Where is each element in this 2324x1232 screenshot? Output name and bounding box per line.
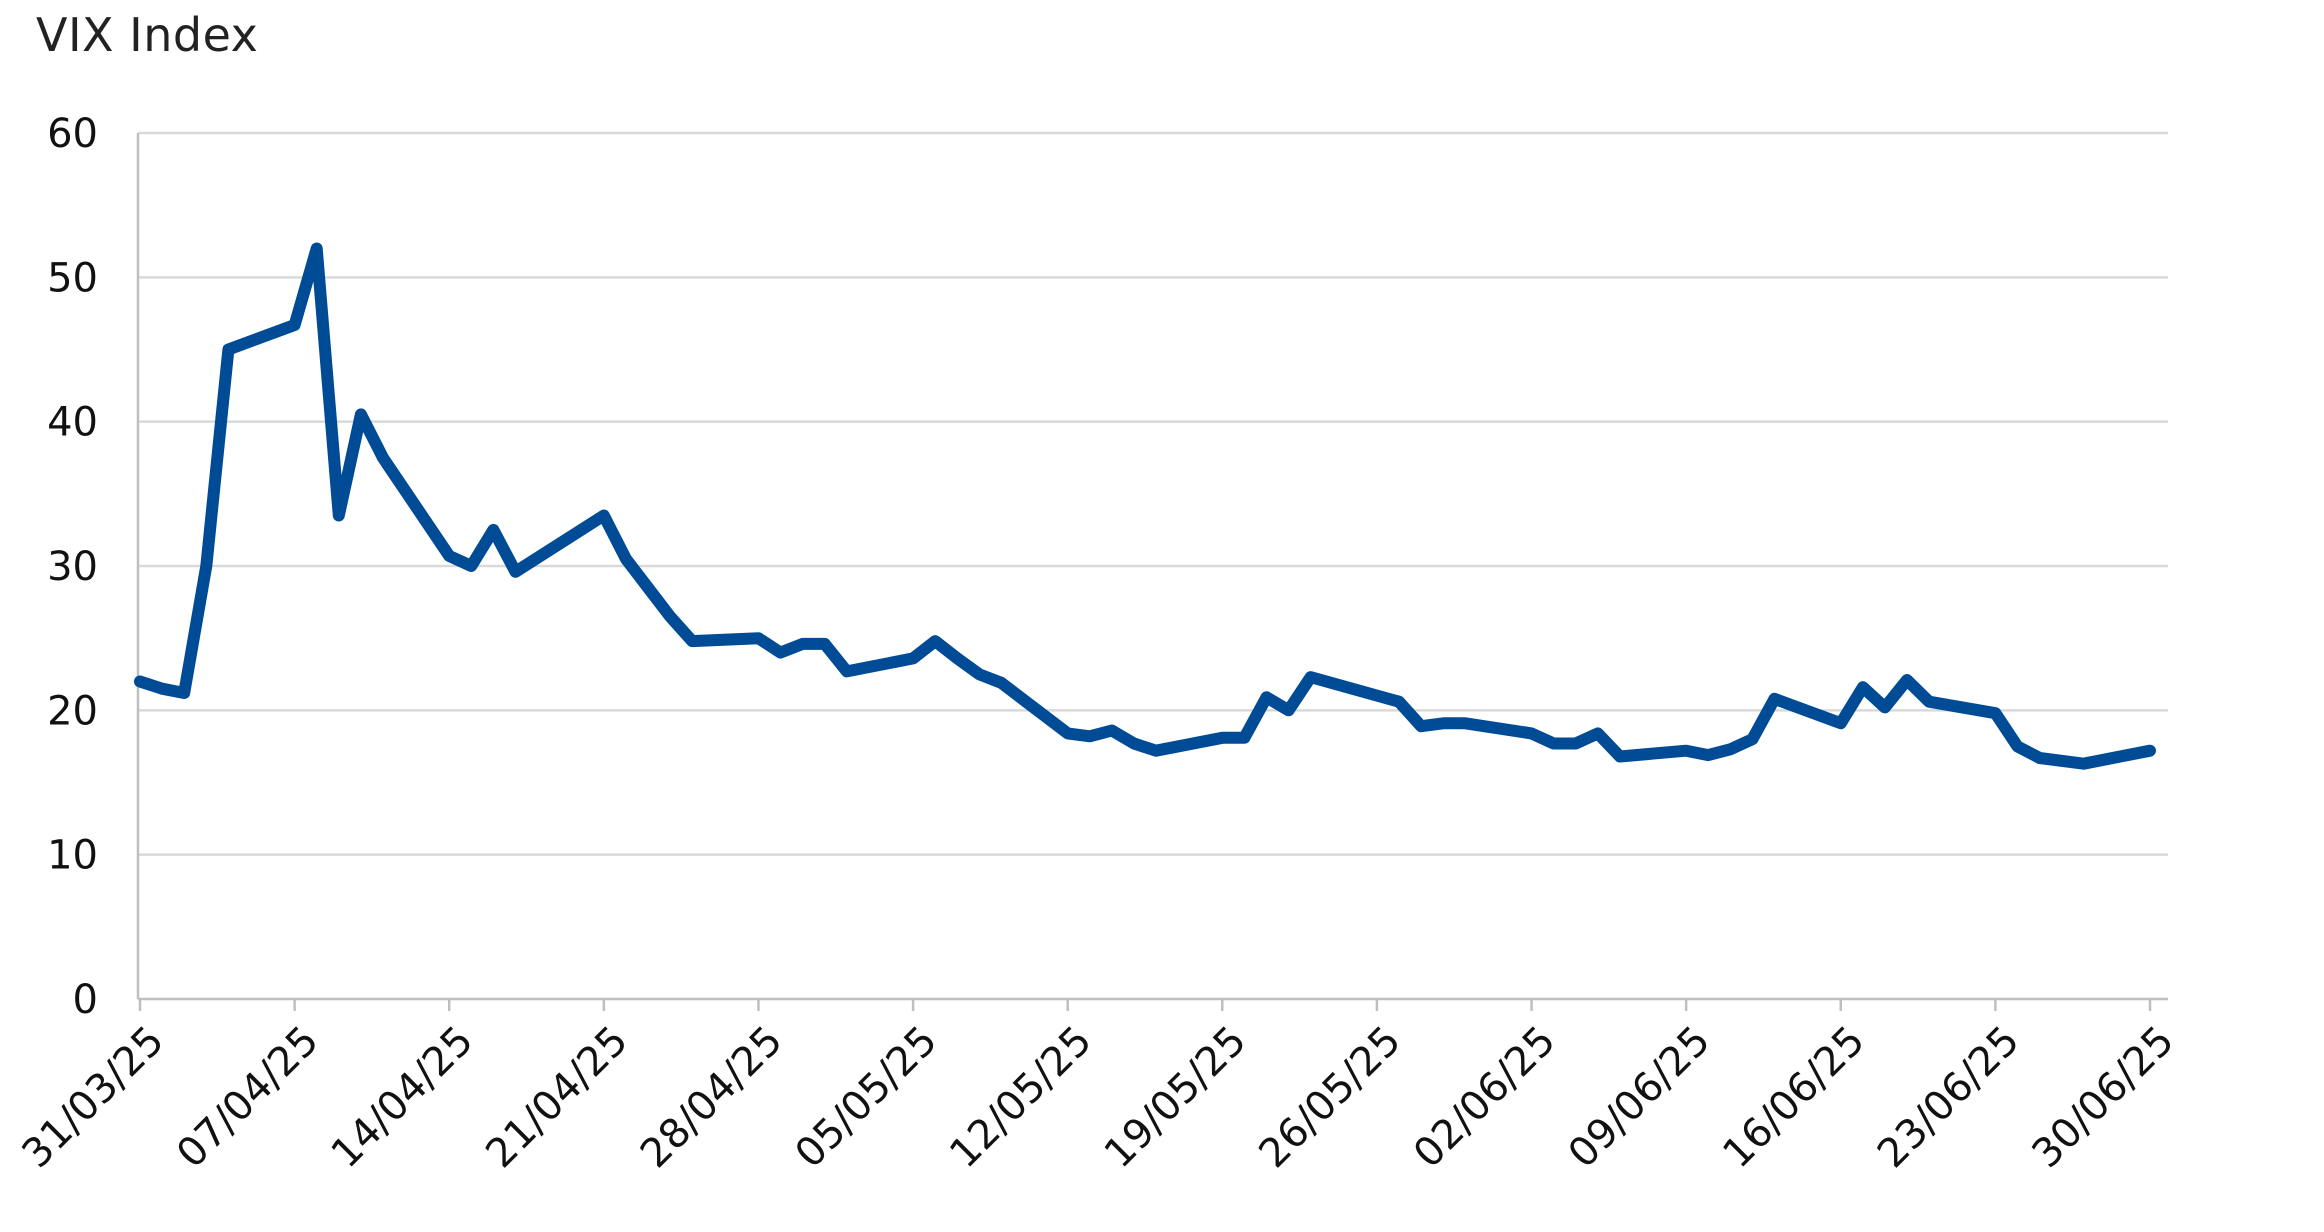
x-tick-label: 30/06/25: [2024, 1018, 2184, 1178]
x-tick-label: 12/05/25: [941, 1018, 1101, 1178]
data-point: [2082, 762, 2085, 765]
x-tick-label: 07/04/25: [168, 1018, 328, 1178]
data-point: [1596, 732, 1599, 735]
x-tick-label: 05/05/25: [787, 1018, 947, 1178]
data-point: [139, 680, 141, 683]
data-point: [845, 670, 848, 673]
data-point: [1773, 697, 1776, 700]
data-point: [227, 348, 230, 351]
data-point: [602, 514, 605, 517]
data-point: [1906, 679, 1908, 681]
y-tick-label: 60: [47, 111, 98, 157]
data-point: [801, 642, 804, 645]
data-point: [1861, 686, 1864, 689]
x-tick-label: 23/06/25: [1869, 1018, 2029, 1178]
data-point: [337, 514, 340, 517]
data-point: [1243, 736, 1246, 739]
vix-series-line: [134, 242, 2156, 770]
data-point: [161, 687, 164, 690]
y-tick-label: 0: [73, 977, 98, 1023]
data-point: [293, 324, 296, 326]
y-tick-label: 20: [47, 688, 98, 734]
data-point: [1221, 736, 1224, 739]
data-point: [183, 692, 186, 694]
data-point: [1420, 725, 1423, 728]
y-tick-label: 30: [47, 544, 98, 590]
data-point: [1530, 732, 1533, 735]
x-tick-label: 19/05/25: [1096, 1018, 1256, 1178]
x-tick-label: 14/04/25: [323, 1018, 483, 1178]
data-point: [669, 615, 672, 618]
x-tick-label: 09/06/25: [1560, 1018, 1720, 1178]
x-tick-label: 16/06/25: [1714, 1018, 1874, 1178]
data-point: [691, 640, 694, 643]
data-point: [359, 413, 362, 416]
data-point: [1110, 729, 1113, 732]
data-point: [1287, 709, 1290, 712]
data-point: [514, 570, 517, 573]
x-tick-label: 31/03/25: [14, 1018, 174, 1178]
data-point: [1398, 700, 1400, 703]
data-point: [1066, 732, 1069, 735]
data-point: [470, 565, 473, 567]
chart-title: VIX Index: [36, 8, 259, 62]
data-point: [912, 657, 915, 660]
data-point: [934, 640, 937, 643]
data-point: [448, 554, 451, 557]
data-point: [1000, 681, 1003, 684]
data-point: [1707, 754, 1710, 757]
data-point: [1155, 749, 1157, 752]
data-point: [1618, 755, 1621, 758]
data-point: [779, 651, 782, 654]
data-point: [823, 642, 826, 645]
y-tick-label: 50: [47, 255, 98, 301]
x-tick-label: 21/04/25: [477, 1018, 637, 1178]
data-point: [1574, 742, 1577, 745]
data-point: [205, 565, 208, 567]
data-point: [647, 586, 649, 589]
y-tick-label: 40: [47, 400, 98, 446]
x-tick-label: 26/05/25: [1250, 1018, 1410, 1178]
y-axis-ticks: 0 10 20 30 40 50 60: [47, 111, 98, 1023]
data-point: [1464, 722, 1467, 725]
data-point: [1751, 738, 1754, 741]
data-point: [1088, 735, 1091, 738]
x-tick-label: 02/06/25: [1405, 1018, 1565, 1178]
data-point: [1883, 706, 1886, 709]
data-point: [1685, 749, 1688, 752]
series: [134, 242, 2156, 770]
data-point: [492, 528, 495, 531]
data-point: [978, 673, 981, 676]
data-point: [1928, 700, 1931, 703]
x-axis-ticks: 31/03/2507/04/2514/04/2521/04/2528/04/25…: [14, 1018, 2184, 1178]
data-point: [956, 657, 959, 660]
data-point: [2016, 745, 2019, 748]
y-tick-label: 10: [47, 833, 98, 879]
data-point: [1442, 722, 1445, 725]
data-point: [382, 456, 384, 459]
data-point: [624, 557, 627, 560]
data-point: [1133, 742, 1135, 745]
data-point: [1729, 748, 1732, 751]
axes: [136, 133, 2168, 1011]
data-point: [1265, 696, 1268, 699]
data-point: [2149, 749, 2151, 752]
data-point: [757, 637, 760, 640]
data-point: [1552, 742, 1555, 745]
data-point: [315, 247, 318, 250]
data-point: [1994, 712, 1997, 715]
data-point: [2038, 757, 2041, 759]
x-tick-label: 28/04/25: [632, 1018, 792, 1178]
data-point: [1309, 676, 1312, 679]
data-point: [1839, 722, 1842, 725]
